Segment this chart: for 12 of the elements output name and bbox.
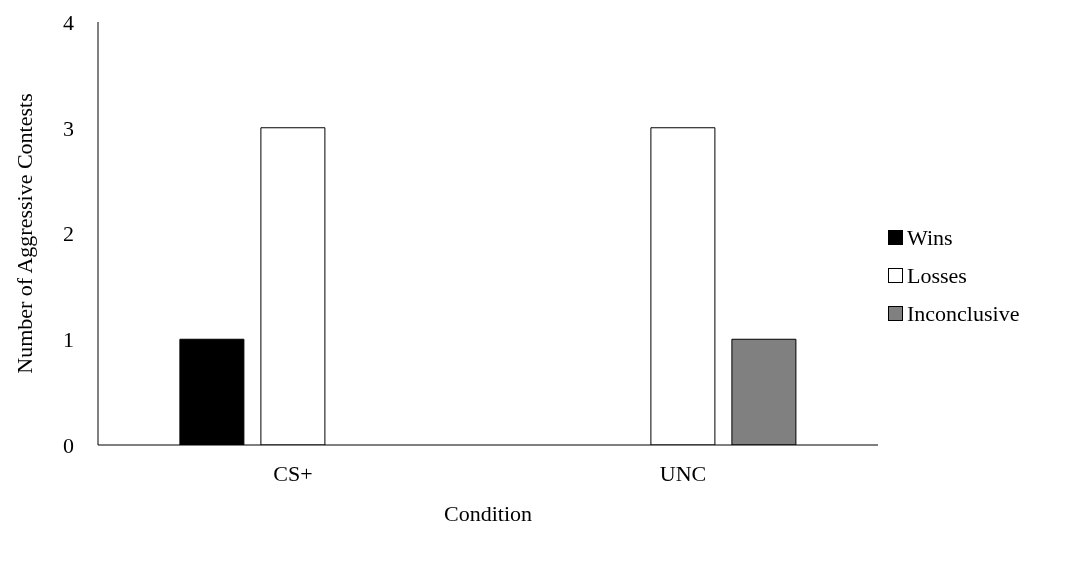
y-axis-title: Number of Aggressive Contests: [11, 93, 37, 374]
y-tick-label: 0: [63, 432, 74, 458]
legend-label: Inconclusive: [907, 300, 1020, 327]
x-tick-label: CS+: [273, 460, 313, 486]
y-tick-label: 2: [63, 221, 74, 247]
x-axis-title: Condition: [443, 501, 533, 526]
x-tick-label: UNC: [659, 460, 707, 486]
y-tick-label: 3: [63, 115, 74, 141]
legend-label: Losses: [907, 262, 967, 289]
y-tick-label: 4: [63, 9, 74, 35]
y-tick-label: 1: [63, 327, 74, 353]
legend-label: Wins: [907, 224, 953, 251]
